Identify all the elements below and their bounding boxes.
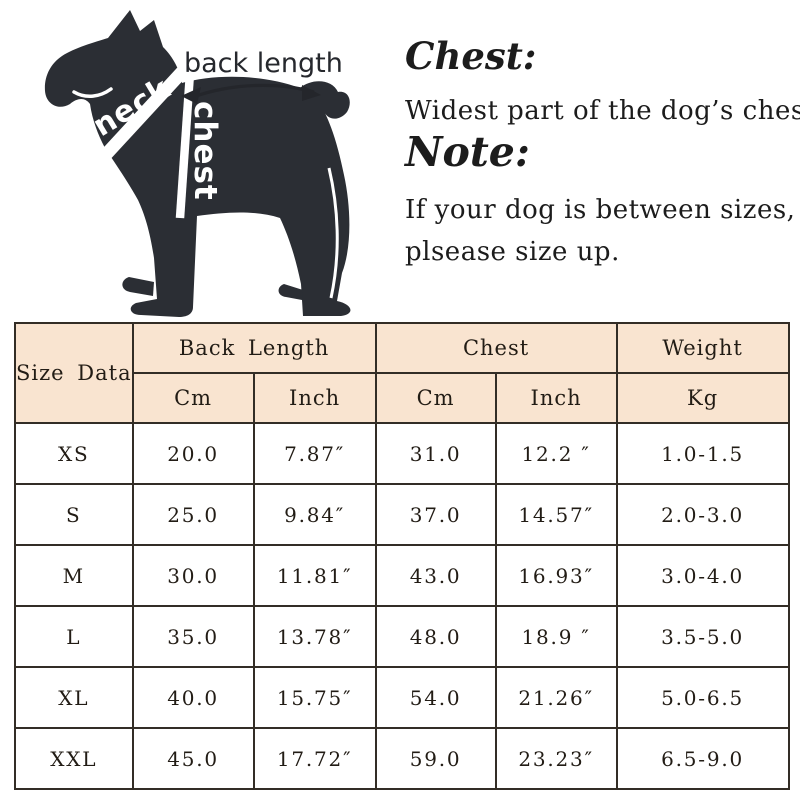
size-label: XL: [14, 666, 134, 729]
back-length-arrow-shaft: [192, 83, 315, 99]
table-row-l: L 35.0 13.78″ 48.0 18.9 ″ 3.5-5.0: [14, 605, 790, 668]
back-inch: 11.81″: [252, 544, 377, 607]
back-length-arrowhead-left: [181, 87, 201, 104]
table-row-m: M 30.0 11.81″ 43.0 16.93″ 3.0-4.0: [14, 544, 790, 607]
col-back-cm: Cm: [131, 372, 255, 424]
col-chest-inch: Inch: [494, 372, 618, 424]
size-label: S: [14, 483, 134, 546]
back-inch: 13.78″: [252, 605, 377, 668]
size-data-corner-cell: Size Data: [14, 322, 134, 424]
instructions-panel: Chest: Widest part of the dog’s chest No…: [403, 0, 800, 322]
weight-kg: 2.0-3.0: [615, 483, 790, 546]
table-row-xxl: XXL 45.0 17.72″ 59.0 23.23″ 6.5-9.0: [14, 727, 790, 790]
weight-kg: 5.0-6.5: [615, 666, 790, 729]
chest-description: Widest part of the dog’s chest: [405, 96, 800, 126]
note-text-line1: If your dog is between sizes,: [405, 195, 796, 225]
back-cm: 20.0: [131, 422, 255, 485]
size-label: M: [14, 544, 134, 607]
size-label: XS: [14, 422, 134, 485]
rear-leg-separation-line: [327, 167, 339, 299]
size-label: L: [14, 605, 134, 668]
dog-measurement-diagram: neck chest back length: [44, 10, 351, 317]
table-row-s: S 25.0 9.84″ 37.0 14.57″ 2.0-3.0: [14, 483, 790, 546]
table-row-xl: XL 40.0 15.75″ 54.0 21.26″ 5.0-6.5: [14, 666, 790, 729]
chest-inch: 16.93″: [494, 544, 618, 607]
chest-inch: 21.26″: [494, 666, 618, 729]
chest-heading: Chest:: [405, 34, 537, 78]
col-group-back-length: Back Length: [131, 322, 377, 374]
back-length-arrowhead-right: [302, 85, 321, 101]
table-row-xs: XS 20.0 7.87″ 31.0 12.2 ″ 1.0-1.5: [14, 422, 790, 485]
chest-cm: 43.0: [374, 544, 497, 607]
dog-front-far-paw: [122, 277, 154, 296]
col-back-inch: Inch: [252, 372, 377, 424]
dog-rear-far-toe: [278, 284, 303, 300]
size-label: XXL: [14, 727, 134, 790]
size-table: Size Data Back Length Chest Weight Cm In…: [14, 322, 790, 790]
back-inch: 15.75″: [252, 666, 377, 729]
weight-kg: 3.0-4.0: [615, 544, 790, 607]
table-header-row-groups: Size Data Back Length Chest Weight: [14, 322, 790, 424]
col-weight-kg: Kg: [615, 372, 790, 424]
back-cm: 35.0: [131, 605, 255, 668]
chest-cm: 48.0: [374, 605, 497, 668]
note-text-line2: plsease size up.: [405, 237, 620, 267]
note-heading: Note:: [405, 128, 530, 176]
table-header-row-units: Cm Inch Cm Inch Kg: [15, 372, 790, 424]
chest-inch: 12.2 ″: [494, 422, 618, 485]
neck-divider-stripe: [83, 67, 187, 179]
col-group-chest: Chest: [374, 322, 618, 374]
back-cm: 30.0: [131, 544, 255, 607]
back-inch: 7.87″: [252, 422, 377, 485]
chest-cm: 54.0: [374, 666, 497, 729]
chest-inch: 23.23″: [494, 727, 618, 790]
col-chest-cm: Cm: [374, 372, 497, 424]
back-cm: 45.0: [131, 727, 255, 790]
weight-kg: 6.5-9.0: [615, 727, 790, 790]
weight-kg: 3.5-5.0: [615, 605, 790, 668]
back-cm: 40.0: [131, 666, 255, 729]
weight-kg: 1.0-1.5: [615, 422, 790, 485]
chest-cm: 59.0: [374, 727, 497, 790]
chest-cm: 31.0: [374, 422, 497, 485]
chest-label: chest: [187, 101, 223, 201]
back-length-label: back length: [184, 48, 343, 79]
chest-cm: 37.0: [374, 483, 497, 546]
back-cm: 25.0: [131, 483, 255, 546]
dog-mouth-line: [72, 87, 113, 98]
chest-inch: 14.57″: [494, 483, 618, 546]
chest-inch: 18.9 ″: [494, 605, 618, 668]
back-inch: 17.72″: [252, 727, 377, 790]
back-inch: 9.84″: [252, 483, 377, 546]
col-group-weight: Weight: [615, 322, 790, 374]
